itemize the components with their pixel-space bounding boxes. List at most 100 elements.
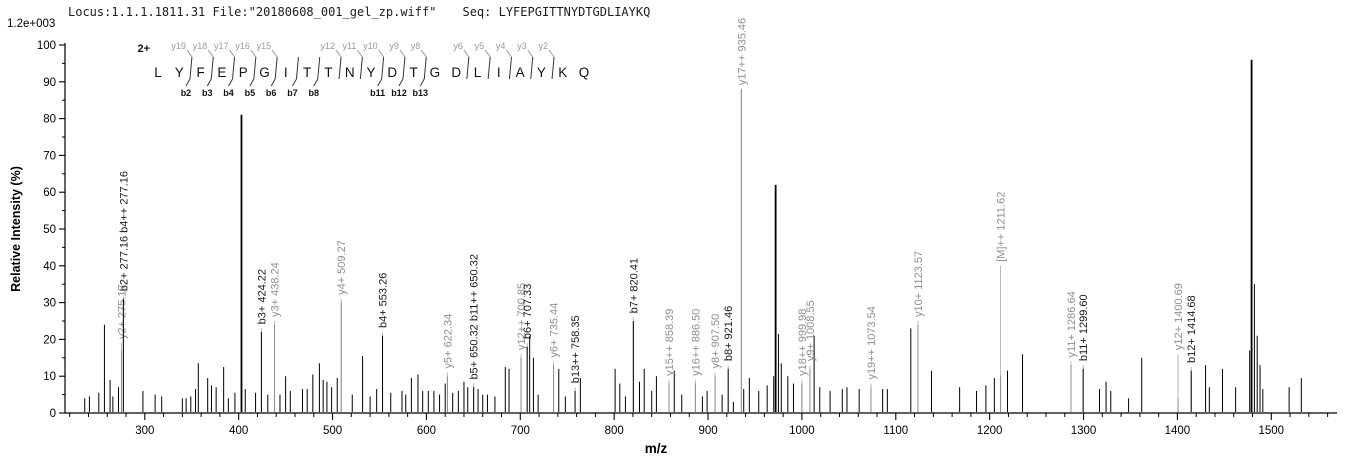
fragment-ion-label: y2+ 275.17 — [116, 284, 128, 339]
svg-text:0: 0 — [50, 408, 56, 420]
y-ion-ladder-label: y11 — [343, 41, 357, 51]
svg-text:50: 50 — [43, 224, 56, 236]
svg-text:30: 30 — [43, 298, 56, 310]
cleavage-mark — [381, 56, 385, 80]
residue-letter: T — [409, 65, 417, 80]
y-axis-ticks: 0 10 20 30 40 50 60 70 80 90 100 — [37, 40, 65, 420]
cleavage-mark — [338, 56, 342, 80]
fragment-ion-label: y3+ 438.24 — [270, 262, 282, 317]
cleavage-mark — [295, 56, 299, 80]
residue-letter: Y — [175, 65, 184, 80]
svg-text:1400: 1400 — [1165, 425, 1191, 437]
cleavage-mark — [317, 56, 321, 80]
fragment-ion-label: b11+ 1299.60 — [1078, 294, 1090, 361]
seq-label: Seq: — [462, 5, 492, 19]
svg-text:20: 20 — [43, 334, 56, 346]
y-ion-ladder-label: y9 — [389, 41, 399, 51]
b-ion-ladder-label: b7 — [287, 88, 298, 98]
residue-letter: A — [516, 65, 525, 80]
residue-letter: Y — [366, 65, 375, 80]
svg-text:500: 500 — [323, 425, 342, 437]
fragment-ion-label: y15++ 858.39 — [664, 309, 676, 376]
fragment-ion-label: b5+ 650.32 b11++ 650.32 — [469, 254, 481, 380]
svg-text:1000: 1000 — [789, 425, 815, 437]
b-ion-ladder-label: b4 — [223, 88, 234, 98]
svg-text:90: 90 — [43, 77, 56, 89]
svg-text:800: 800 — [605, 425, 624, 437]
fragment-ion-label: b4+ 553.26 — [378, 273, 390, 328]
b-ion-ladder-label: b13 — [412, 88, 428, 98]
svg-text:300: 300 — [135, 425, 154, 437]
y-ion-ladder-label: y6 — [453, 41, 463, 51]
residue-letter: T — [303, 65, 311, 80]
cleavage-mark — [253, 56, 257, 80]
fragment-ion-label: y18++ 999.98 — [797, 309, 809, 376]
fragment-ion-label: b8+ 921.46 — [723, 306, 735, 361]
b-ion-ladder-label: b12 — [391, 88, 407, 98]
svg-text:600: 600 — [417, 425, 436, 437]
y-ion-ladder-label: y16 — [235, 41, 250, 51]
residue-letter: L — [474, 65, 482, 80]
svg-text:10: 10 — [43, 371, 56, 383]
cleavage-mark — [359, 56, 363, 80]
fragment-ion-label: b12+ 1414.68 — [1186, 295, 1198, 363]
fragment-ion-label: b13++ 758.35 — [570, 315, 582, 383]
residue-letter: D — [387, 65, 397, 80]
y-axis-title-group: Relative Intensity (%) — [9, 166, 23, 292]
svg-text:80: 80 — [43, 114, 56, 126]
fragment-ion-label: b7+ 820.41 — [628, 258, 640, 313]
residue-letter: G — [430, 65, 441, 80]
fragment-ion-label: y17++ 935.46 — [736, 18, 748, 85]
residue-letter: I — [497, 65, 501, 80]
y-ion-ladder-label: y15 — [257, 41, 272, 51]
b-ion-ladder-label: b6 — [266, 88, 277, 98]
fragment-ion-label: y5+ 622.34 — [442, 314, 454, 369]
spectrum-peaks — [84, 59, 1302, 412]
x-axis-title-group: m/z — [645, 441, 668, 456]
residue-letter: F — [196, 65, 204, 80]
y-ion-ladder-label: y19 — [171, 41, 186, 51]
residue-letter: K — [558, 65, 567, 80]
cleavage-mark — [487, 56, 491, 80]
fragment-ion-label: y19++ 1073.54 — [866, 306, 878, 379]
b-ion-ladder-label: b11 — [370, 88, 385, 98]
fragment-ion-label: y10+ 1123.57 — [913, 251, 925, 317]
sequence-text: LYFEPGITTNYDTGDLIAYKQ — [498, 5, 651, 19]
peptide-ladder: 2+L Y F E P G I T T N Y D T G D L I A Y K Qy19b2y18b3y17b4y1… — [137, 41, 589, 98]
cleavage-mark — [530, 56, 534, 80]
fragment-ion-label: y16++ 886.50 — [690, 309, 702, 376]
residue-letter: G — [259, 65, 270, 80]
file-header: Locus:1.1.1.1811.31 File:"20180608_001_g… — [68, 5, 650, 19]
fragment-ion-label: y8+ 907.50 — [710, 314, 722, 369]
residue-letter: T — [324, 65, 332, 80]
residue-letter: Y — [537, 65, 546, 80]
x-axis-ticks: 300 400 500 600 700 800 900 1000 1100 1200 1300 140… — [69, 413, 1329, 437]
b-ion-ladder-label: b3 — [202, 88, 213, 98]
fragment-ion-label: y9+ 1008.55 — [805, 300, 817, 361]
cleavage-mark — [466, 56, 470, 80]
y-ion-ladder-label: y3 — [517, 41, 527, 51]
svg-text:1100: 1100 — [883, 425, 908, 437]
b-ion-ladder-label: b2 — [181, 88, 192, 98]
y-ion-ladder-label: y18 — [193, 41, 208, 51]
svg-text:700: 700 — [511, 425, 530, 437]
residue-letter: E — [217, 65, 226, 80]
fragment-ion-label: [M]++ 1211.62 — [996, 192, 1008, 262]
fragment-ion-label: y6+ 735.44 — [549, 303, 561, 358]
fragment-ion-label: y12++ 700.85 — [516, 283, 528, 350]
precursor-charge-label: 2+ — [137, 43, 150, 55]
svg-text:1200: 1200 — [977, 425, 1003, 437]
fragment-ion-label: b6+ 707.33 — [522, 284, 534, 339]
y-axis-title: Relative Intensity (%) — [9, 166, 23, 292]
cleavage-mark — [508, 56, 512, 80]
max-intensity-scale-label: 1.2e+003 — [7, 18, 56, 30]
axes — [64, 43, 1337, 414]
residue-letter: P — [239, 65, 248, 80]
svg-text:1300: 1300 — [1071, 425, 1097, 437]
cleavage-mark — [423, 56, 427, 80]
residue-letter: L — [154, 65, 162, 80]
svg-text:1500: 1500 — [1258, 425, 1284, 437]
